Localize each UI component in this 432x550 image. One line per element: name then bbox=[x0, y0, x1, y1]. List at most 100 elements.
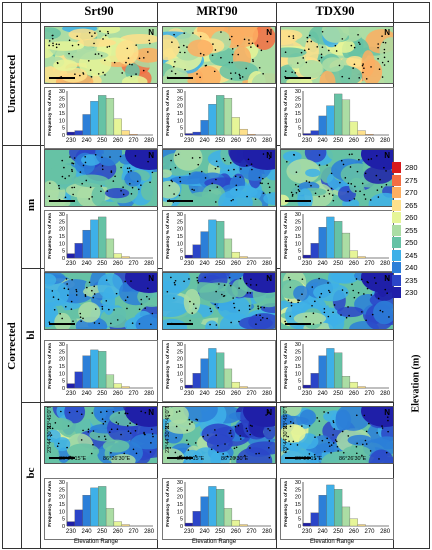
histogram-bar bbox=[200, 358, 209, 389]
y-tick-label: 15 bbox=[295, 364, 301, 370]
y-tick-label: 5 bbox=[180, 249, 183, 255]
elevation-map: N bbox=[44, 272, 158, 330]
x-tick-label: 270 bbox=[364, 138, 375, 144]
legend-label: 280 bbox=[405, 163, 418, 172]
y-tick-label: 25 bbox=[295, 96, 301, 102]
y-tick-label: 20 bbox=[59, 104, 65, 110]
histogram-bar bbox=[66, 383, 75, 389]
y-tick-label: 5 bbox=[62, 517, 65, 523]
y-tick-label: 5 bbox=[298, 517, 301, 523]
y-tick-label: 25 bbox=[177, 487, 183, 493]
histogram-bar bbox=[349, 381, 358, 389]
y-axis-label: Frequency % of Area bbox=[165, 90, 170, 136]
histogram-bar bbox=[74, 509, 83, 527]
y-tick-label: 15 bbox=[295, 502, 301, 508]
x-tick-label: 250 bbox=[97, 138, 108, 144]
frequency-histogram: 0 5 10 15 20 25 30 Frequency % of Area 230 240 250… bbox=[44, 478, 158, 540]
north-arrow-icon: N bbox=[148, 151, 154, 160]
histogram-bar bbox=[192, 511, 201, 527]
histogram-bar bbox=[326, 216, 335, 259]
histogram-bar bbox=[231, 381, 240, 389]
histogram-bar bbox=[105, 508, 115, 527]
y-tick-label: 5 bbox=[298, 249, 301, 255]
y-tick-label: 5 bbox=[298, 379, 301, 385]
x-tick-label: 250 bbox=[215, 529, 226, 535]
histogram-bar bbox=[66, 253, 75, 259]
histogram-bar bbox=[231, 519, 240, 527]
histogram-bar bbox=[105, 238, 115, 259]
y-tick-label: 10 bbox=[177, 118, 183, 124]
north-arrow-icon: N bbox=[148, 274, 154, 283]
coordinate-label: 86°26'30"E bbox=[339, 456, 367, 462]
y-tick-label: 0 bbox=[62, 133, 65, 139]
legend-swatch bbox=[392, 187, 401, 198]
histogram-bar bbox=[66, 131, 75, 136]
x-tick-label: 260 bbox=[113, 261, 124, 267]
frequency-histogram: 0 5 10 15 20 25 30 Frequency % of Area 230 240 250… bbox=[280, 478, 394, 540]
x-tick-label: 260 bbox=[113, 529, 124, 535]
histogram-bar bbox=[334, 93, 343, 136]
x-tick-label: 260 bbox=[349, 391, 360, 397]
y-tick-label: 15 bbox=[59, 234, 65, 240]
y-tick-label: 10 bbox=[295, 118, 301, 124]
histogram-bar bbox=[365, 134, 374, 136]
x-tick-label: 250 bbox=[215, 261, 226, 267]
histogram-bar bbox=[357, 386, 366, 389]
legend-label: 245 bbox=[405, 250, 418, 260]
x-tick-label: 280 bbox=[144, 261, 155, 267]
y-axis-label: Frequency % of Area bbox=[283, 343, 288, 389]
histogram-bar bbox=[310, 373, 319, 389]
north-arrow-icon: N bbox=[384, 408, 390, 417]
y-tick-label: 0 bbox=[180, 386, 183, 392]
elevation-map: N bbox=[162, 26, 276, 84]
x-tick-label: 260 bbox=[349, 261, 360, 267]
x-tick-label: 230 bbox=[184, 138, 195, 144]
histogram-bar bbox=[334, 489, 343, 527]
x-tick-label: 250 bbox=[97, 261, 108, 267]
y-axis-label: Frequency % of Area bbox=[283, 90, 288, 136]
histogram-bar bbox=[216, 221, 225, 259]
divider bbox=[3, 22, 429, 23]
y-tick-label: 30 bbox=[295, 480, 301, 486]
y-tick-label: 30 bbox=[295, 89, 301, 95]
coordinate-label: 86°26'30"E bbox=[221, 456, 249, 462]
legend-swatch bbox=[392, 274, 401, 286]
y-tick-label: 15 bbox=[295, 111, 301, 117]
histogram-bar bbox=[82, 229, 91, 259]
histogram-bar bbox=[82, 114, 91, 136]
x-tick-label: 280 bbox=[144, 391, 155, 397]
north-arrow-icon: N bbox=[266, 28, 272, 37]
y-tick-label: 10 bbox=[295, 241, 301, 247]
x-tick-label: 250 bbox=[333, 529, 344, 535]
coordinate-label: 86°26'15"E bbox=[59, 456, 87, 462]
legend-label: 230 bbox=[405, 288, 418, 297]
x-tick-label: 230 bbox=[184, 391, 195, 397]
coordinate-label: 23°44'30"N bbox=[165, 425, 171, 453]
y-tick-label: 25 bbox=[177, 349, 183, 355]
x-tick-label: 260 bbox=[231, 391, 242, 397]
y-tick-label: 20 bbox=[177, 227, 183, 233]
y-tick-label: 5 bbox=[62, 249, 65, 255]
y-tick-label: 10 bbox=[177, 371, 183, 377]
histogram-bar bbox=[121, 130, 130, 136]
legend-swatch bbox=[392, 199, 401, 211]
y-tick-label: 15 bbox=[177, 364, 183, 370]
y-tick-label: 20 bbox=[295, 227, 301, 233]
histogram-bar bbox=[192, 373, 201, 389]
y-tick-label: 25 bbox=[295, 219, 301, 225]
y-tick-label: 0 bbox=[180, 524, 183, 530]
legend-swatch bbox=[392, 287, 401, 298]
histogram-bar bbox=[310, 512, 319, 527]
x-tick-label: 270 bbox=[246, 391, 257, 397]
histogram-bar bbox=[90, 219, 99, 259]
histogram-bar bbox=[310, 243, 319, 259]
histogram-bar bbox=[239, 386, 248, 389]
histogram-bar bbox=[341, 99, 351, 136]
x-tick-label: 260 bbox=[231, 138, 242, 144]
histogram-bar bbox=[105, 374, 115, 389]
legend-label: 240 bbox=[405, 263, 418, 272]
x-tick-label: 250 bbox=[215, 391, 226, 397]
y-tick-label: 15 bbox=[59, 111, 65, 117]
elevation-map: N bbox=[280, 26, 394, 84]
x-tick-label: 250 bbox=[215, 138, 226, 144]
